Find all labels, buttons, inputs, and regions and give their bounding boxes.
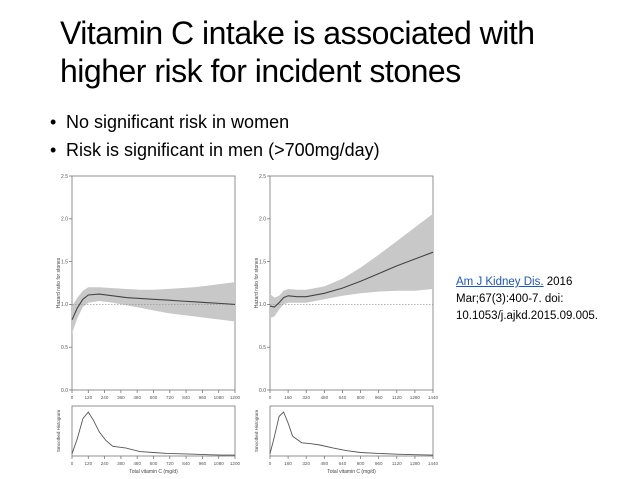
x-tick-label: 480 xyxy=(133,395,141,400)
x-tick-label: 1440 xyxy=(428,395,439,400)
x-tick-label: 1080 xyxy=(214,395,225,400)
hist-x-tick-label: 1200 xyxy=(230,461,241,466)
y-tick-label: 1.5 xyxy=(259,259,266,265)
y-tick-label: 2.0 xyxy=(259,217,266,223)
hist-x-tick-label: 600 xyxy=(150,461,158,466)
citation-journal-link[interactable]: Am J Kidney Dis. xyxy=(456,276,544,288)
hazard-ratio-line xyxy=(269,251,434,308)
y-tick-label: 2.5 xyxy=(61,174,68,180)
hist-x-tick-label: 240 xyxy=(101,461,109,466)
slide-title: Vitamin C intake is associated with high… xyxy=(60,15,535,89)
y-tick-label: 0.0 xyxy=(61,388,68,394)
hist-x-tick-label: 120 xyxy=(84,461,92,466)
histogram-label: Smoothed Histogram xyxy=(56,410,61,453)
x-tick-label: 1280 xyxy=(410,395,421,400)
hist-x-tick-label: 1440 xyxy=(428,461,439,466)
x-axis-label: Total vitamin C (mg/d) xyxy=(327,469,376,475)
x-tick-label: 240 xyxy=(101,395,109,400)
bullet-item: • Risk is significant in men (>700mg/day) xyxy=(50,136,380,164)
hist-x-tick-label: 640 xyxy=(339,461,347,466)
bullet-item: • No significant risk in women xyxy=(50,108,380,136)
plot-frame xyxy=(71,175,236,391)
y-tick-label: 1.0 xyxy=(61,302,68,308)
bullet-text: No significant risk in women xyxy=(66,112,290,132)
hist-x-tick-label: 480 xyxy=(320,461,328,466)
chart-women: 0.0 0.5 1.0 1.5 2.0 2.5 0 0 120 120 240 240 360 360 48… xyxy=(56,174,241,475)
hist-x-tick-label: 720 xyxy=(166,461,174,466)
hazard-ratio-line xyxy=(71,293,236,321)
hist-x-tick-label: 360 xyxy=(117,461,125,466)
citation: Am J Kidney Dis. 2016 Mar;67(3):400-7. d… xyxy=(456,274,626,325)
histogram-line xyxy=(71,411,235,456)
x-tick-label: 0 xyxy=(71,395,74,400)
histogram-frame xyxy=(71,405,236,457)
y-axis-label: Hazard ratio for stones xyxy=(254,257,260,308)
confidence-band xyxy=(270,213,433,319)
hist-x-tick-label: 1280 xyxy=(410,461,421,466)
x-tick-label: 360 xyxy=(117,395,125,400)
bullet-dot: • xyxy=(50,140,57,160)
y-tick-label: 1.0 xyxy=(259,302,266,308)
hist-x-tick-label: 1120 xyxy=(392,461,402,466)
x-tick-label: 600 xyxy=(150,395,158,400)
chart-men: 0.0 0.5 1.0 1.5 2.0 2.5 0 0 160 160 320 320 480 480 64… xyxy=(254,174,439,475)
bullet-text: Risk is significant in men (>700mg/day) xyxy=(66,140,380,160)
x-tick-label: 0 xyxy=(269,395,272,400)
hist-x-tick-label: 800 xyxy=(357,461,365,466)
y-tick-label: 1.5 xyxy=(61,259,68,265)
y-tick-label: 0.5 xyxy=(61,345,68,351)
confidence-band xyxy=(72,282,235,334)
x-tick-label: 960 xyxy=(375,395,383,400)
x-tick-label: 640 xyxy=(339,395,347,400)
y-tick-label: 0.0 xyxy=(259,388,266,394)
hist-x-tick-label: 320 xyxy=(302,461,310,466)
x-tick-label: 120 xyxy=(84,395,92,400)
x-tick-label: 320 xyxy=(302,395,310,400)
x-tick-label: 480 xyxy=(320,395,328,400)
x-tick-label: 1200 xyxy=(230,395,241,400)
y-tick-label: 0.5 xyxy=(259,345,266,351)
x-tick-label: 160 xyxy=(284,395,292,400)
hist-x-tick-label: 960 xyxy=(375,461,383,466)
hist-x-tick-label: 960 xyxy=(199,461,207,466)
y-axis-label: Hazard ratio for stones xyxy=(56,257,62,308)
bullet-dot: • xyxy=(50,112,57,132)
y-tick-label: 2.0 xyxy=(61,217,68,223)
hist-x-tick-label: 0 xyxy=(269,461,272,466)
x-tick-label: 800 xyxy=(357,395,365,400)
histogram-frame xyxy=(269,405,434,457)
x-tick-label: 840 xyxy=(182,395,190,400)
citation-text: 2016 Mar;67(3):400-7. doi: 10.1053/j.ajk… xyxy=(456,276,598,322)
x-tick-label: 720 xyxy=(166,395,174,400)
x-tick-label: 1120 xyxy=(392,395,402,400)
y-tick-label: 2.5 xyxy=(259,174,266,180)
hist-x-tick-label: 1080 xyxy=(214,461,225,466)
x-tick-label: 960 xyxy=(199,395,207,400)
histogram-label: Smoothed Histogram xyxy=(254,410,259,453)
hist-x-tick-label: 840 xyxy=(182,461,190,466)
hist-x-tick-label: 480 xyxy=(133,461,141,466)
histogram-line xyxy=(269,411,434,456)
hist-x-tick-label: 0 xyxy=(71,461,74,466)
x-axis-label: Total vitamin C (mg/d) xyxy=(129,469,178,475)
bullet-list: • No significant risk in women • Risk is s… xyxy=(50,108,380,164)
hist-x-tick-label: 160 xyxy=(284,461,292,466)
